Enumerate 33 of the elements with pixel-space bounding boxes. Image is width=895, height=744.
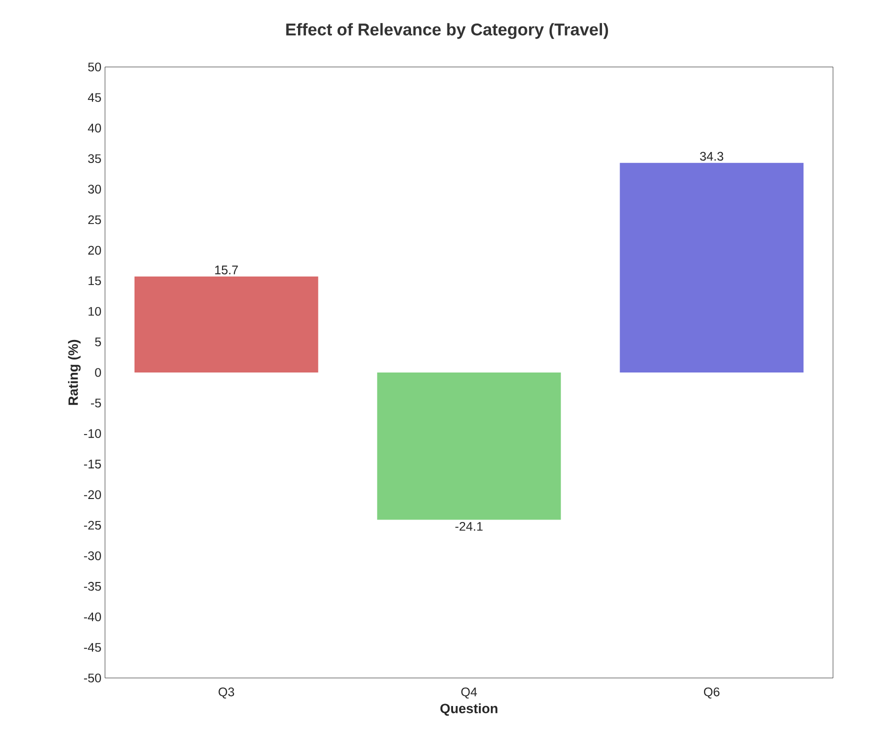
- data-label: -24.1: [455, 522, 483, 531]
- x-tick-label: Q3: [218, 688, 234, 699]
- y-axis-title: Rating (%): [68, 340, 81, 405]
- y-tick-label: 5: [95, 338, 101, 346]
- y-tick-label: -20: [84, 490, 101, 500]
- y-tick-label: -15: [84, 460, 101, 468]
- x-tick-label: Q4: [461, 688, 477, 699]
- y-tick-label: -25: [84, 520, 101, 530]
- x-axis-title: Question: [440, 703, 498, 716]
- y-tick-label: 40: [88, 124, 101, 132]
- y-tick-label: 45: [88, 93, 101, 102]
- y-tick-label: -10: [84, 429, 101, 438]
- bar: [377, 372, 561, 520]
- y-tick-label: 50: [88, 62, 101, 72]
- x-tick-label: Q6: [704, 688, 720, 699]
- y-tick-label: 0: [95, 368, 101, 377]
- y-tick-label: -50: [84, 674, 101, 682]
- y-tick-label: 20: [88, 246, 101, 255]
- y-tick-label: -40: [84, 612, 101, 622]
- y-tick-label: -30: [84, 551, 101, 560]
- bar: [620, 162, 804, 372]
- y-tick-label: 35: [88, 154, 101, 164]
- y-tick-label: 10: [88, 306, 101, 316]
- y-tick-label: -45: [84, 643, 101, 652]
- data-label: 34.3: [700, 152, 724, 161]
- data-label: 15.7: [215, 266, 238, 274]
- y-tick-label: 25: [88, 215, 101, 224]
- y-tick-label: 30: [88, 184, 101, 194]
- y-tick-label: -35: [84, 582, 101, 591]
- y-tick-label: -5: [90, 398, 101, 408]
- bar: [134, 276, 318, 372]
- y-tick-label: 15: [88, 276, 101, 286]
- chart-title: Effect of Relevance by Category (Travel): [286, 23, 608, 39]
